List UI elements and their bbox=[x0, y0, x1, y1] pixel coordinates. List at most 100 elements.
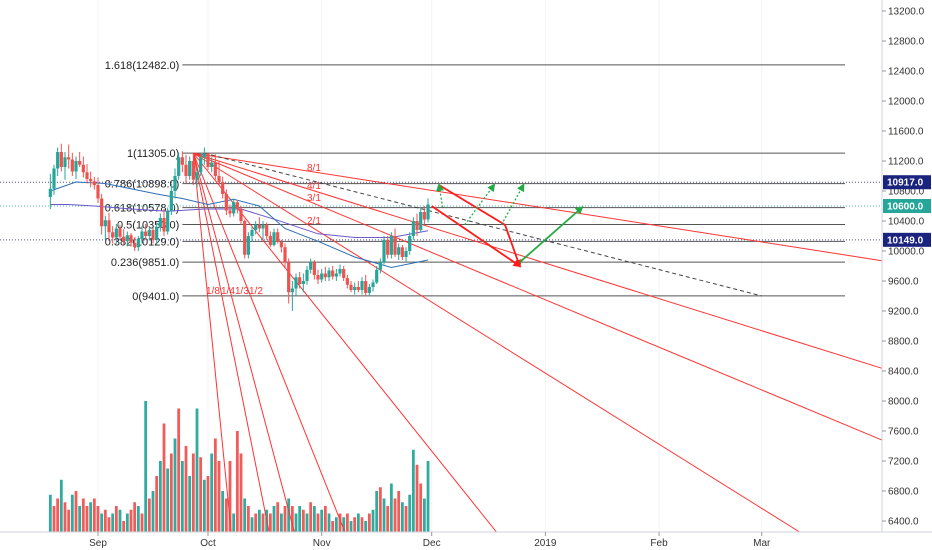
volume-bar bbox=[243, 498, 247, 532]
candle-body bbox=[327, 270, 331, 278]
candle-body bbox=[177, 157, 181, 176]
volume-bar bbox=[283, 506, 287, 532]
volume-bar bbox=[133, 502, 137, 532]
candle-body bbox=[89, 179, 93, 182]
volume-bar bbox=[375, 491, 379, 532]
candle-body bbox=[166, 211, 170, 232]
candle-body bbox=[224, 194, 228, 211]
candle-body bbox=[389, 236, 393, 255]
volume-bar bbox=[345, 513, 349, 532]
volume-bar bbox=[173, 438, 177, 532]
volume-bar bbox=[224, 498, 228, 532]
projection-arrow bbox=[500, 183, 525, 226]
candle-body bbox=[320, 273, 324, 280]
y-axis: 13200.0 12800.0 12400.0 12000.0 11600.0 11200… bbox=[881, 0, 931, 532]
projection-arrows bbox=[431, 183, 584, 268]
candle-body bbox=[147, 230, 151, 236]
x-tick-label: Mar bbox=[753, 538, 771, 549]
fan-line bbox=[193, 152, 883, 441]
grid bbox=[97, 0, 763, 532]
candle-body bbox=[144, 231, 148, 236]
volume-bar bbox=[129, 509, 133, 532]
candle-body bbox=[129, 235, 133, 243]
volume-bar bbox=[144, 401, 148, 532]
x-axis: Sep Oct Nov Dec 2019 Feb Mar bbox=[0, 531, 932, 549]
candle-body bbox=[92, 181, 96, 185]
volume-bar bbox=[389, 483, 393, 532]
candle-body bbox=[96, 185, 100, 199]
volume-bar bbox=[393, 498, 397, 532]
price-badge-label: 10600.0 bbox=[887, 202, 924, 213]
candle-body bbox=[254, 224, 258, 230]
candle-body bbox=[323, 273, 327, 278]
candle-body bbox=[331, 270, 335, 277]
price-badge-label: 10149.0 bbox=[887, 235, 924, 246]
volume-bar bbox=[404, 506, 408, 532]
candle-body bbox=[52, 168, 56, 189]
candle-body bbox=[265, 224, 269, 236]
price-badge bbox=[883, 199, 931, 213]
candle-body bbox=[283, 247, 287, 263]
volume-bar bbox=[301, 509, 305, 532]
fan-line bbox=[192, 153, 232, 533]
candle-body bbox=[334, 273, 338, 277]
candle-body bbox=[122, 236, 126, 242]
fan-label: 2/1 bbox=[307, 216, 321, 227]
volume-bar bbox=[221, 491, 225, 532]
x-tick-label: Oct bbox=[200, 538, 216, 549]
y-tick-label: 8800.0 bbox=[888, 337, 919, 348]
candle-body bbox=[169, 191, 173, 212]
candle-body bbox=[199, 157, 203, 173]
projection-arrow bbox=[436, 183, 444, 208]
candle-body bbox=[103, 220, 107, 227]
y-tick-label: 7200.0 bbox=[888, 457, 919, 468]
volume-bar bbox=[85, 506, 89, 532]
candle-body bbox=[345, 278, 349, 285]
volume-bar bbox=[59, 479, 63, 532]
volume-bar bbox=[320, 509, 324, 532]
volume-bar bbox=[257, 509, 261, 532]
fan-label: 8/1 bbox=[307, 163, 321, 174]
volume-bar bbox=[327, 513, 331, 532]
volume-bar bbox=[232, 513, 236, 532]
candle-body bbox=[217, 176, 221, 182]
volume-bar bbox=[331, 521, 335, 532]
y-tick-label: 10800.0 bbox=[888, 187, 925, 198]
volume-bar bbox=[184, 446, 188, 532]
candle-body bbox=[188, 161, 192, 176]
candle-body bbox=[114, 228, 118, 238]
y-tick-label: 10000.0 bbox=[888, 247, 925, 258]
candle-body bbox=[386, 239, 390, 255]
volume-bar bbox=[312, 506, 316, 532]
fib-level-label: 1(11305.0) bbox=[127, 148, 179, 160]
volume-bar bbox=[422, 498, 426, 532]
volume-bar bbox=[290, 506, 294, 532]
volume-bar bbox=[191, 453, 195, 532]
x-tick-label: 2019 bbox=[534, 538, 557, 549]
candle-body bbox=[411, 221, 415, 236]
volume-bar bbox=[162, 423, 166, 532]
y-tick-label: 6400.0 bbox=[888, 517, 919, 528]
x-tick-label: Dec bbox=[423, 538, 441, 549]
candle-body bbox=[74, 161, 78, 172]
fan-line bbox=[192, 152, 295, 533]
volume-bar bbox=[63, 502, 67, 532]
y-tick-label: 10400.0 bbox=[888, 217, 925, 228]
candle-body bbox=[246, 236, 250, 255]
volume-bar bbox=[272, 506, 276, 532]
candle-body bbox=[419, 212, 423, 230]
volume-bar bbox=[298, 506, 302, 532]
volume-bar bbox=[70, 494, 74, 532]
volume-bar bbox=[367, 513, 371, 532]
volume-bar bbox=[342, 517, 346, 532]
candle-body bbox=[118, 228, 122, 237]
candle-body bbox=[100, 198, 104, 227]
volume-bar bbox=[353, 517, 357, 532]
candle-body bbox=[125, 235, 129, 242]
volume-bar bbox=[180, 461, 184, 532]
volume-bar bbox=[188, 476, 192, 532]
candle-body bbox=[338, 269, 342, 274]
fib-level-label: 0.236(9851.0) bbox=[111, 257, 180, 269]
candle-body bbox=[422, 212, 426, 220]
